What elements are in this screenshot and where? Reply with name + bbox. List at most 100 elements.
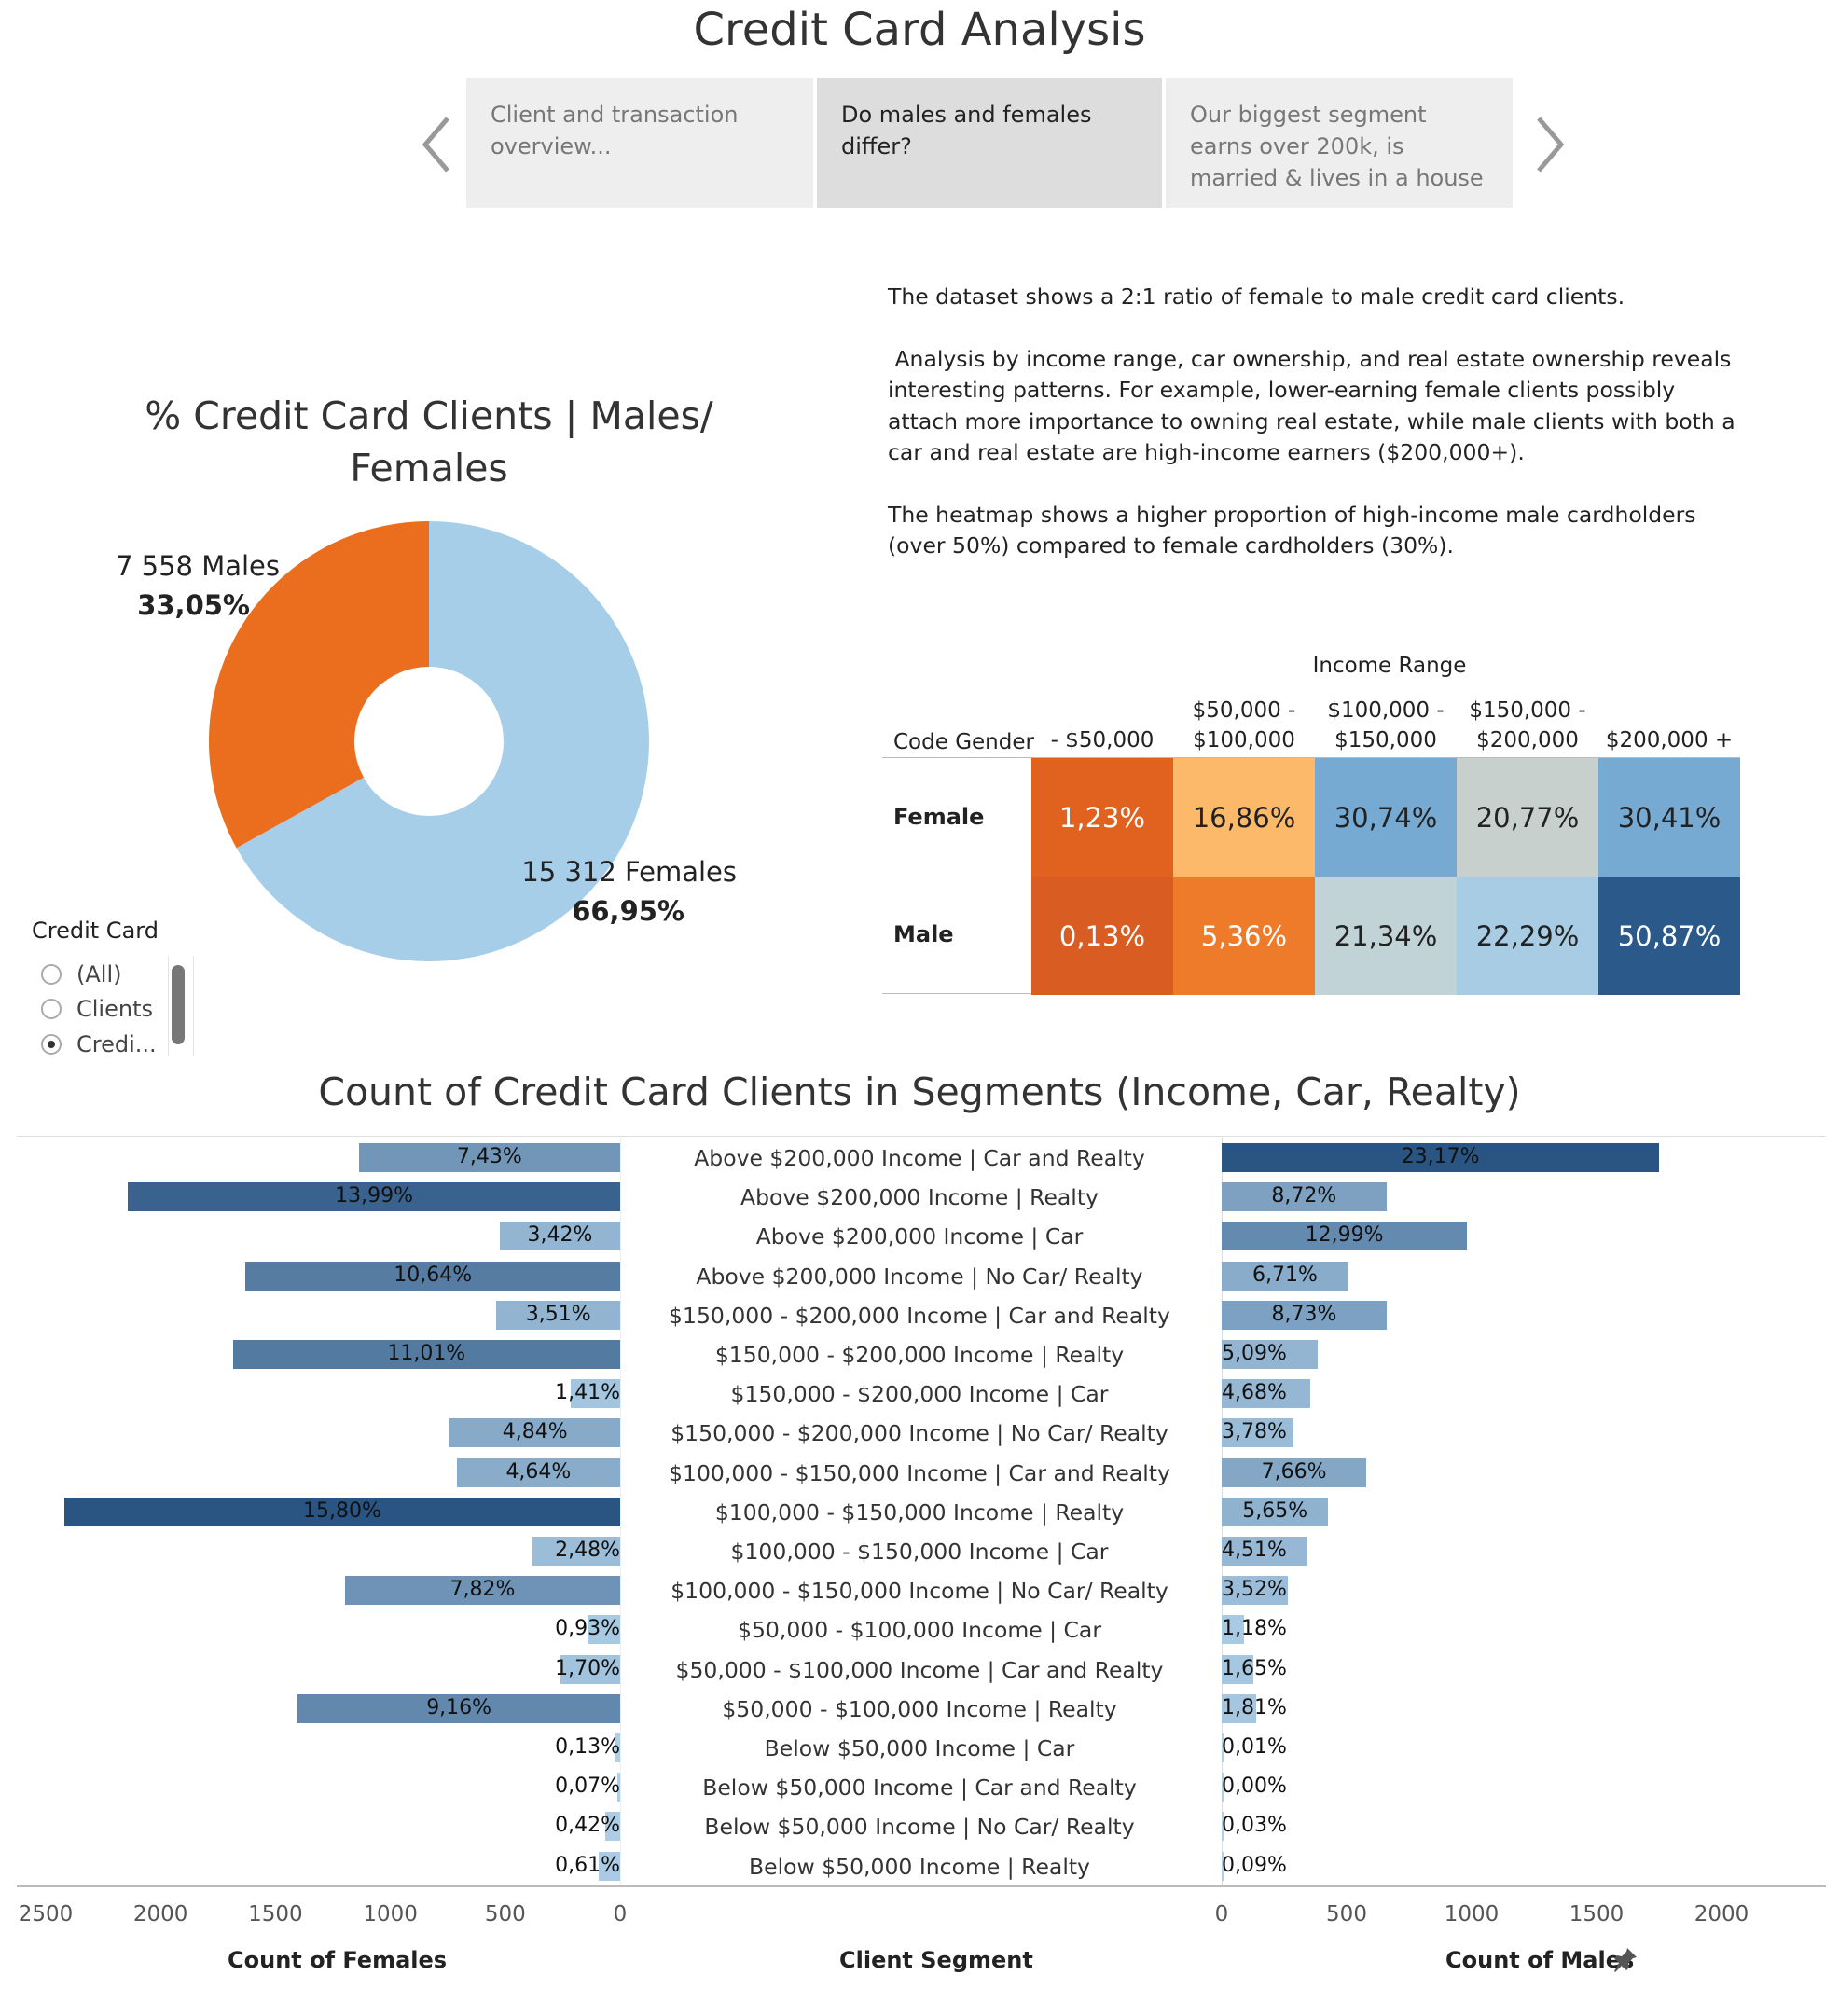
male-bar[interactable]	[1222, 1418, 1293, 1448]
female-bar[interactable]	[456, 1457, 620, 1487]
heatmap-cell[interactable]: 21,34%	[1315, 877, 1457, 995]
male-bar[interactable]	[1222, 1457, 1367, 1487]
heatmap-column-header: $200,000 +	[1595, 696, 1744, 755]
female-bar[interactable]	[449, 1418, 620, 1448]
heatmap-cell[interactable]: 50,87%	[1598, 877, 1740, 995]
female-bar[interactable]	[345, 1576, 620, 1606]
chevron-left-icon[interactable]	[410, 107, 466, 182]
female-bar[interactable]	[232, 1340, 620, 1369]
male-bar[interactable]	[1222, 1497, 1329, 1526]
heatmap-column-header-line2: $100,000	[1193, 728, 1295, 753]
male-axis-tick: 500	[1326, 1902, 1367, 1926]
female-axis-tick: 1500	[248, 1902, 303, 1926]
male-bar[interactable]	[1222, 1615, 1244, 1645]
heatmap-cell[interactable]: 1,23%	[1031, 758, 1173, 877]
female-bar[interactable]	[599, 1851, 620, 1881]
male-bar[interactable]	[1222, 1143, 1660, 1172]
male-bar-label: 5,65%	[1242, 1498, 1308, 1523]
heatmap-cell[interactable]: 30,41%	[1598, 758, 1740, 877]
female-bar[interactable]	[570, 1379, 620, 1409]
male-bar[interactable]	[1222, 1300, 1387, 1330]
heatmap-column-header: $150,000 - $200,000	[1453, 696, 1602, 755]
heatmap-column-header-line1: $50,000 -	[1192, 698, 1296, 723]
male-bar[interactable]	[1222, 1693, 1256, 1723]
segment-label: $50,000 - $100,000 Income | Realty	[722, 1695, 1117, 1722]
male-axis-tick: 0	[1214, 1902, 1229, 1926]
male-bar-label: 8,73%	[1271, 1302, 1337, 1326]
male-bar-label: 1,65%	[1222, 1656, 1287, 1680]
story-point-gender[interactable]: Do males and females differ?	[817, 78, 1162, 208]
male-axis-tick: 1500	[1569, 1902, 1625, 1926]
female-bar-label: 11,01%	[387, 1342, 466, 1365]
heatmap-top-divider	[882, 757, 1740, 758]
male-bar[interactable]	[1222, 1537, 1307, 1566]
pie-label-females: 15 312 Females 66,95%	[494, 852, 737, 931]
heatmap-cell[interactable]: 20,77%	[1457, 758, 1598, 877]
female-bar[interactable]	[297, 1693, 620, 1723]
filter-option-credit[interactable]: Credi...	[41, 1028, 157, 1061]
male-axis-title: Count of Males	[1445, 1947, 1635, 1973]
male-bar-label: 6,71%	[1251, 1263, 1318, 1287]
heatmap-cell[interactable]: 0,13%	[1031, 877, 1173, 995]
heatmap-column-header: - $50,000	[1028, 696, 1177, 755]
filter-scrollbar-thumb[interactable]	[172, 965, 185, 1044]
male-bar[interactable]	[1222, 1851, 1224, 1881]
female-bar[interactable]	[63, 1497, 620, 1526]
heatmap-cell[interactable]: 16,86%	[1173, 758, 1315, 877]
male-bar[interactable]	[1222, 1654, 1253, 1684]
female-bar-label: 10,64%	[394, 1263, 473, 1287]
heatmap-row-label-male: Male	[893, 921, 954, 947]
story-point-overview[interactable]: Client and transaction overview...	[466, 78, 813, 208]
female-bar-label: 4,64%	[505, 1459, 572, 1484]
bar-chart-top-divider	[17, 1136, 1826, 1137]
female-bar[interactable]	[245, 1261, 620, 1291]
pie-label-males: 7 558 Males 33,05%	[93, 546, 280, 625]
female-zero-line	[620, 1138, 621, 1885]
female-bar[interactable]	[588, 1615, 620, 1645]
male-bar[interactable]	[1222, 1733, 1224, 1762]
female-bar[interactable]	[496, 1300, 620, 1330]
heatmap-cell[interactable]: 5,36%	[1173, 877, 1315, 995]
chevron-right-icon[interactable]	[1520, 107, 1576, 182]
male-bar-label: 1,81%	[1222, 1695, 1287, 1719]
female-bar-label: 15,80%	[303, 1498, 381, 1523]
male-bar[interactable]	[1222, 1379, 1310, 1409]
male-bar-label: 4,51%	[1222, 1539, 1287, 1562]
radio-icon[interactable]	[41, 999, 62, 1019]
female-bar[interactable]	[358, 1143, 620, 1172]
male-bar[interactable]	[1222, 1773, 1224, 1802]
female-bar[interactable]	[532, 1537, 620, 1566]
filter-option-all[interactable]: (All)	[41, 958, 121, 991]
pin-icon[interactable]	[1611, 1945, 1639, 1973]
male-bar-label: 0,01%	[1222, 1735, 1287, 1759]
heatmap-cell[interactable]: 22,29%	[1457, 877, 1598, 995]
male-bar[interactable]	[1222, 1340, 1319, 1369]
segment-label: $150,000 - $200,000 Income | Car	[730, 1381, 1109, 1408]
male-bar[interactable]	[1222, 1576, 1289, 1606]
female-bar-label: 13,99%	[335, 1184, 414, 1208]
segment-label: Above $200,000 Income | No Car/ Realty	[696, 1263, 1143, 1290]
female-bar[interactable]	[560, 1654, 620, 1684]
filter-scrollbar-track[interactable]	[168, 956, 194, 1056]
male-bar[interactable]	[1222, 1222, 1468, 1251]
filter-option-label: (All)	[76, 961, 122, 987]
female-bar[interactable]	[605, 1812, 620, 1842]
segment-label: Above $200,000 Income | Car	[755, 1223, 1084, 1250]
male-bar-label: 3,78%	[1222, 1420, 1287, 1444]
radio-selected-icon[interactable]	[41, 1034, 62, 1055]
female-bar[interactable]	[128, 1182, 620, 1212]
female-bar[interactable]	[615, 1733, 620, 1762]
male-bar-label: 1,18%	[1222, 1617, 1287, 1641]
story-point-biggest-segment[interactable]: Our biggest segment earns over 200k, is …	[1166, 78, 1513, 208]
male-bar[interactable]	[1222, 1261, 1348, 1291]
segment-label: $50,000 - $100,000 Income | Car and Real…	[675, 1656, 1164, 1683]
description-text: The dataset shows a 2:1 ratio of female …	[888, 282, 1746, 562]
male-bar[interactable]	[1222, 1812, 1224, 1842]
female-bar[interactable]	[617, 1773, 620, 1802]
male-bar[interactable]	[1222, 1182, 1387, 1212]
heatmap-cell[interactable]: 30,74%	[1315, 758, 1457, 877]
female-axis-tick: 0	[613, 1902, 628, 1926]
female-bar[interactable]	[499, 1222, 620, 1251]
filter-option-clients[interactable]: Clients	[41, 992, 153, 1026]
radio-icon[interactable]	[41, 964, 62, 985]
